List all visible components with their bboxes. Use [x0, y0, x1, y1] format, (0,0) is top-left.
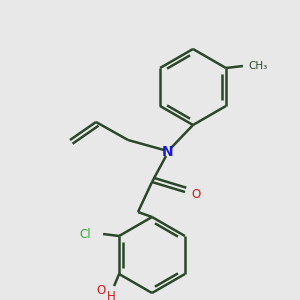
Text: N: N: [162, 145, 174, 159]
Text: CH₃: CH₃: [248, 61, 267, 71]
Text: Cl: Cl: [80, 227, 91, 241]
Text: O: O: [191, 188, 200, 200]
Text: O: O: [97, 284, 106, 296]
Text: H: H: [107, 290, 116, 300]
